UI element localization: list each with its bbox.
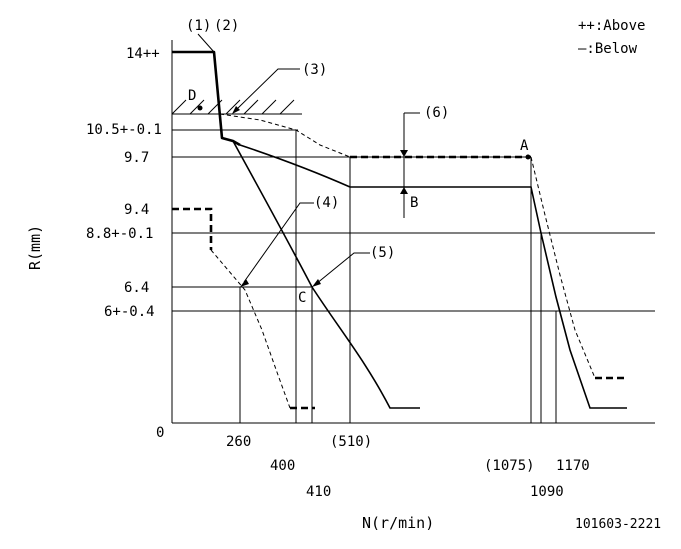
main-solid-curve [172,50,241,147]
callout-1-leader [197,33,215,53]
callout-4: (4) [314,195,339,211]
point-label-a: A [520,138,529,154]
callout-3: (3) [302,62,327,78]
x-axis-label: N(r/min) [362,514,434,532]
upper-solid-curve [239,144,627,409]
right-dashed-curve [530,156,596,379]
y-tick-9-7: 9.7 [124,150,149,166]
x-tick-1075: (1075) [484,458,535,474]
y-tick-6-4: 6.4 [124,280,149,296]
origin-label: 0 [156,425,164,441]
x-tick-1170: 1170 [556,458,590,474]
legend-above: ++:Above [578,18,645,34]
callout-5-arrowhead [312,279,321,287]
point-label-d: D [188,88,196,104]
lower-dashed-curve [210,249,291,409]
point-label-c: C [298,290,306,306]
y-tick-8-8: 8.8+-0.1 [86,226,153,242]
x-tick-400: 400 [270,458,295,474]
x-tick-260: 260 [226,434,251,450]
point-marker-d [197,105,203,111]
y-tick-14: 14++ [126,46,160,62]
x-tick-510: (510) [330,434,372,450]
lower-solid-curve [232,140,420,409]
callout-5: (5) [370,245,395,261]
x-tick-410: 410 [306,484,331,500]
diagram-code: 101603-2221 [575,517,661,532]
legend-below: —:Below [578,41,638,57]
y-tick-10-5: 10.5+-0.1 [86,122,162,138]
callout-4-leader [243,202,314,283]
callout-4-arrowhead [240,279,249,287]
dim-arrow-up [400,187,408,194]
point-marker-a [525,154,531,160]
callout-2: (2) [214,18,239,34]
y-tick-6: 6+-0.4 [104,304,155,320]
y-tick-9-4: 9.4 [124,202,149,218]
callout-3-arrowhead [232,106,240,114]
y-axis-label: R(mm) [26,225,44,270]
point-label-b: B [410,195,418,211]
callout-3-leader [235,68,300,111]
callout-5-leader [315,252,370,285]
dim-arrow-down [400,150,408,157]
left-dashed-step [172,207,213,250]
callout-1: (1) [186,18,211,34]
hatch-region [171,99,302,115]
upper-dashed-curve [219,113,351,158]
callout-6: (6) [424,105,449,121]
x-tick-1090: 1090 [530,484,564,500]
